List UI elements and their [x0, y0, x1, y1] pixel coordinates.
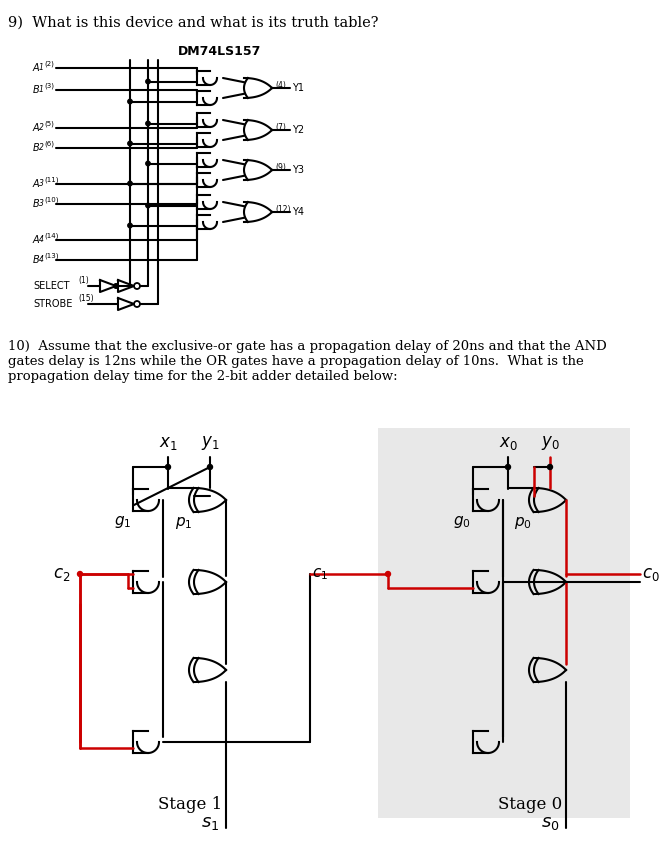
Circle shape: [128, 181, 132, 186]
Circle shape: [146, 161, 150, 165]
Circle shape: [128, 141, 132, 146]
Text: 2: 2: [39, 124, 44, 133]
Text: $g_0$: $g_0$: [453, 514, 471, 530]
Text: $y_0$: $y_0$: [540, 434, 559, 452]
Text: $c_2$: $c_2$: [53, 565, 70, 583]
Text: DM74LS157: DM74LS157: [178, 45, 261, 58]
Text: 1: 1: [39, 85, 44, 95]
Text: A: A: [33, 235, 39, 245]
Text: (13): (13): [44, 253, 59, 259]
Text: $g_1$: $g_1$: [114, 514, 131, 530]
Text: 3: 3: [39, 180, 44, 188]
Text: (6): (6): [44, 141, 54, 147]
Text: (10): (10): [44, 197, 59, 204]
Text: (15): (15): [78, 295, 94, 303]
Text: Stage 1: Stage 1: [158, 796, 222, 813]
Text: B: B: [33, 85, 40, 95]
Bar: [378, 428, 630, 818]
Circle shape: [128, 223, 132, 227]
Text: (2): (2): [44, 60, 54, 67]
Text: 9)  What is this device and what is its truth table?: 9) What is this device and what is its t…: [8, 16, 379, 30]
Text: (9): (9): [275, 163, 286, 172]
Text: Y4: Y4: [292, 207, 304, 217]
Circle shape: [146, 204, 150, 208]
Text: Y1: Y1: [292, 83, 304, 93]
Text: $x_1$: $x_1$: [159, 434, 177, 452]
Text: (1): (1): [78, 277, 89, 285]
Text: $s_1$: $s_1$: [201, 814, 219, 832]
Circle shape: [146, 121, 150, 126]
Text: (12): (12): [275, 205, 291, 214]
Text: A: A: [33, 63, 39, 73]
Text: Y3: Y3: [292, 165, 304, 175]
Circle shape: [548, 464, 552, 469]
Text: 4: 4: [39, 235, 44, 245]
Text: A: A: [33, 123, 39, 133]
Text: 4: 4: [39, 256, 44, 264]
Text: B: B: [33, 255, 40, 265]
Text: (5): (5): [44, 121, 54, 127]
Circle shape: [128, 100, 132, 104]
Text: 10)  Assume that the exclusive-or gate has a propagation delay of 20ns and that : 10) Assume that the exclusive-or gate ha…: [8, 340, 607, 383]
Text: $p_1$: $p_1$: [174, 515, 192, 531]
Text: 2: 2: [39, 143, 44, 153]
Text: B: B: [33, 143, 40, 153]
Circle shape: [506, 464, 510, 469]
Text: 1: 1: [39, 64, 44, 72]
Text: (11): (11): [44, 176, 59, 183]
Text: 3: 3: [39, 199, 44, 209]
Text: $c_1$: $c_1$: [312, 566, 328, 582]
Circle shape: [77, 572, 83, 577]
Text: $x_0$: $x_0$: [498, 434, 518, 452]
Text: $s_0$: $s_0$: [540, 814, 559, 832]
Text: A: A: [33, 179, 39, 189]
Text: (7): (7): [275, 123, 286, 132]
Text: $c_0$: $c_0$: [642, 565, 660, 583]
Circle shape: [208, 464, 212, 469]
Text: (4): (4): [275, 81, 286, 90]
Text: (3): (3): [44, 83, 54, 89]
Text: $p_0$: $p_0$: [514, 515, 532, 531]
Circle shape: [146, 79, 150, 83]
Text: $y_1$: $y_1$: [200, 434, 219, 452]
Text: B: B: [33, 199, 40, 209]
Text: STROBE: STROBE: [33, 299, 72, 309]
Text: Stage 0: Stage 0: [498, 796, 562, 813]
Circle shape: [385, 572, 391, 577]
Text: Y2: Y2: [292, 125, 304, 135]
Text: SELECT: SELECT: [33, 281, 69, 291]
Circle shape: [166, 464, 170, 469]
Text: (14): (14): [44, 233, 58, 239]
Circle shape: [114, 284, 118, 288]
